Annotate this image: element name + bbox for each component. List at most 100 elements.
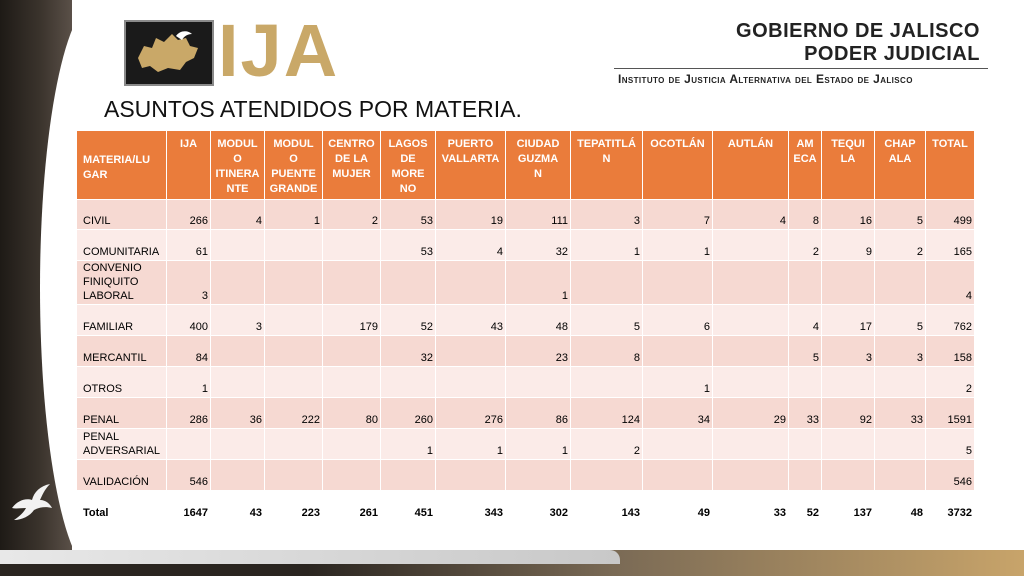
total-row: Total 1647 43 223 261 451 343 302 143 49 33 52 137 48… — [76, 490, 975, 522]
row-label: COMUNITARIA — [76, 229, 167, 261]
table-cell — [505, 366, 571, 398]
table-cell — [264, 366, 323, 398]
table-cell — [380, 260, 436, 305]
table-cell: 179 — [322, 304, 381, 336]
table-cell: 53 — [380, 199, 436, 230]
table-cell: 223 — [264, 490, 323, 522]
table-cell — [210, 366, 265, 398]
table-cell — [264, 428, 323, 460]
table-cell: 29 — [712, 397, 789, 429]
table-cell: 2 — [788, 229, 822, 261]
table-cell: 92 — [821, 397, 875, 429]
table-header-row: MATERIA/LU GAR IJA MODUL O ITINERA NTE MODUL O PU… — [76, 130, 975, 200]
table-cell: 4 — [788, 304, 822, 336]
table-cell: 260 — [380, 397, 436, 429]
table-row: PENAL 286 36 222 80 260 276 86 124 34 29 33 92 33 1591 — [76, 397, 975, 429]
table-cell — [322, 366, 381, 398]
table-cell: 2 — [570, 428, 643, 460]
table-cell: 86 — [505, 397, 571, 429]
table-row: PENAL ADVERSARIAL 1 1 1 2 5 — [76, 428, 975, 460]
table-cell: 52 — [380, 304, 436, 336]
table-cell — [712, 304, 789, 336]
table-cell: 2 — [925, 366, 975, 398]
table-cell: 158 — [925, 335, 975, 367]
table-cell — [210, 260, 265, 305]
table-cell: 8 — [788, 199, 822, 230]
table-cell: 1 — [264, 199, 323, 230]
table-cell — [380, 366, 436, 398]
jalisco-map-icon — [138, 31, 198, 72]
table-row: FAMILIAR 400 3 179 52 43 48 5 6 4 17 5 762 — [76, 304, 975, 336]
table-cell: 32 — [505, 229, 571, 261]
government-name: GOBIERNO DE JALISCO — [736, 20, 980, 42]
table-cell: 84 — [166, 335, 211, 367]
table-cell: 43 — [435, 304, 506, 336]
column-header: MATERIA/LU GAR — [76, 130, 167, 200]
column-header: CENTRO DE LA MUJER — [322, 130, 381, 200]
table-cell: 1 — [642, 366, 713, 398]
table-cell — [788, 366, 822, 398]
table-cell: 3 — [166, 260, 211, 305]
table-cell — [210, 335, 265, 367]
table-cell — [435, 260, 506, 305]
column-header: MODUL O PUENTE GRANDE — [264, 130, 323, 200]
table-cell: 1591 — [925, 397, 975, 429]
table-cell — [642, 428, 713, 460]
table-cell: 49 — [642, 490, 713, 522]
row-label: VALIDACIÓN — [76, 459, 167, 491]
table-cell: 9 — [821, 229, 875, 261]
table-cell: 36 — [210, 397, 265, 429]
table-cell: 5 — [925, 428, 975, 460]
table-cell — [712, 260, 789, 305]
table-cell — [435, 335, 506, 367]
table-cell — [322, 459, 381, 491]
table-cell: 8 — [570, 335, 643, 367]
judicial-power: PODER JUDICIAL — [804, 43, 980, 65]
table-cell: 1647 — [166, 490, 211, 522]
table-cell — [874, 366, 926, 398]
table-cell — [642, 335, 713, 367]
logo-frame — [124, 20, 214, 86]
table-cell — [788, 459, 822, 491]
row-label: OTROS — [76, 366, 167, 398]
table-cell: 48 — [505, 304, 571, 336]
table-row: CIVIL 266 4 1 2 53 19 111 3 7 4 8 16 5 499 — [76, 199, 975, 230]
table-cell — [264, 335, 323, 367]
table-cell — [642, 459, 713, 491]
column-header: TOTAL — [925, 130, 975, 200]
table-cell: 1 — [505, 260, 571, 305]
table-cell — [874, 428, 926, 460]
cases-table: MATERIA/LU GAR IJA MODUL O ITINERA NTE MODUL O PU… — [76, 130, 975, 522]
table-cell: 343 — [435, 490, 506, 522]
table-cell: 4 — [925, 260, 975, 305]
bottom-decor-light — [0, 550, 620, 564]
dove-icon — [12, 484, 52, 520]
table-cell — [166, 428, 211, 460]
column-header: TEPATITLÁ N — [570, 130, 643, 200]
table-cell — [322, 335, 381, 367]
table-cell: 52 — [788, 490, 822, 522]
table-row: CONVENIO FINIQUITO LABORAL 3 1 4 — [76, 260, 975, 305]
table-cell: 261 — [322, 490, 381, 522]
table-cell — [322, 229, 381, 261]
row-label: FAMILIAR — [76, 304, 167, 336]
table-cell: 124 — [570, 397, 643, 429]
table-cell — [821, 428, 875, 460]
row-label: PENAL ADVERSARIAL — [76, 428, 167, 460]
row-label: Total — [76, 490, 167, 522]
table-cell: 1 — [380, 428, 436, 460]
table-cell — [210, 459, 265, 491]
table-cell: 4 — [210, 199, 265, 230]
table-row: MERCANTIL 84 32 23 8 5 3 3 158 — [76, 335, 975, 367]
table-cell — [570, 260, 643, 305]
table-cell — [322, 428, 381, 460]
table-cell — [505, 459, 571, 491]
column-header: AUTLÁN — [712, 130, 789, 200]
table-cell — [821, 459, 875, 491]
table-cell: 6 — [642, 304, 713, 336]
row-label: CIVIL — [76, 199, 167, 230]
table-cell — [435, 366, 506, 398]
table-cell — [712, 366, 789, 398]
institute-name: Instituto de Justicia Alternativa del Es… — [618, 72, 913, 86]
row-label: CONVENIO FINIQUITO LABORAL — [76, 260, 167, 305]
